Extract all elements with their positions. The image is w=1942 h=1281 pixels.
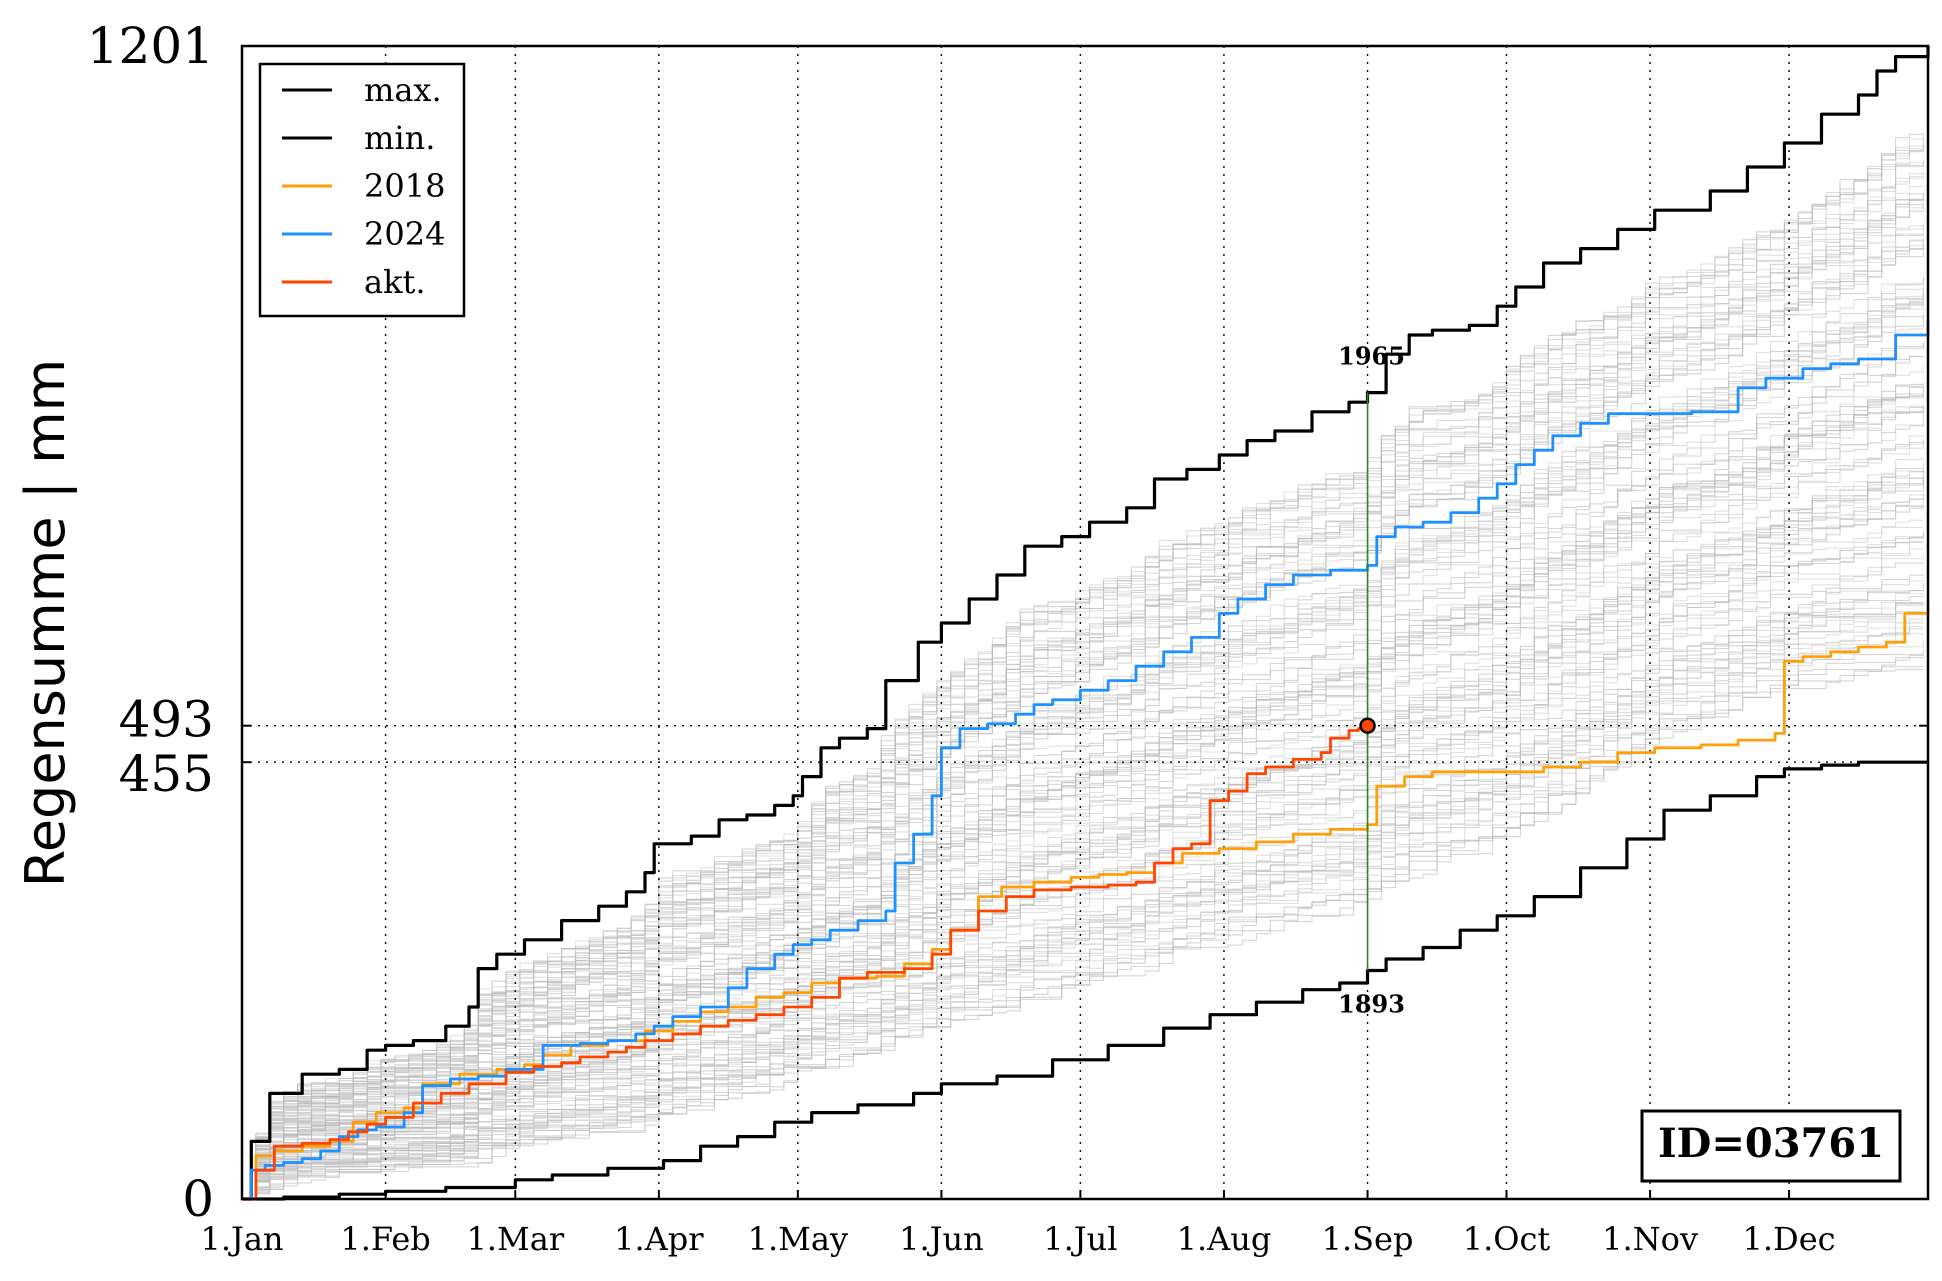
historical-year-line [242, 417, 1924, 1200]
x-tick-label: 1.Feb [340, 1220, 430, 1258]
x-tick-label: 1.Jun [899, 1220, 984, 1258]
historical-year-line [242, 204, 1924, 1200]
historical-year-line [242, 246, 1924, 1200]
historical-year-line [242, 383, 1924, 1200]
historical-year-line [242, 161, 1924, 1200]
legend-label: 2024 [364, 215, 445, 253]
y-tick-label: 1201 [87, 17, 214, 75]
historical-year-line [242, 199, 1924, 1200]
y-axis-label: Regensumme | mm [14, 359, 77, 888]
historical-year-line [242, 137, 1924, 1200]
historical-year-line [242, 304, 1924, 1200]
series-line-akt [242, 725, 1369, 1201]
historical-year-line [242, 150, 1924, 1200]
historical-year-line [242, 603, 1924, 1200]
historical-year-line [242, 241, 1924, 1200]
historical-year-line [242, 138, 1924, 1200]
y-tick-label: 0 [182, 1170, 214, 1228]
series-line-2018 [242, 603, 1930, 1201]
historical-year-line [242, 469, 1924, 1200]
x-tick-label: 1.Sep [1322, 1220, 1414, 1258]
historical-year-line [242, 410, 1924, 1200]
x-tick-label: 1.Aug [1177, 1220, 1272, 1258]
legend: max. min. 2018 2024 akt. [258, 62, 466, 318]
historical-year-line [242, 328, 1924, 1200]
marker-layer [1359, 392, 1376, 971]
historical-year-line [242, 476, 1924, 1200]
historical-year-line [242, 602, 1924, 1200]
x-tick-label: 1.Jan [200, 1220, 283, 1258]
tick-labels: 1.Jan 1.Feb 1.Mar 1.Apr 1.May 1.Jun 1.Jul 1.Aug… [87, 17, 1836, 1258]
historical-year-lines [242, 132, 1924, 1200]
historical-year-line [242, 470, 1924, 1200]
historical-year-line [242, 467, 1924, 1200]
annotations: 1965 1893 [1338, 342, 1405, 1019]
historical-year-line [242, 202, 1924, 1200]
historical-year-line [242, 393, 1924, 1200]
historical-year-line [242, 531, 1924, 1200]
historical-year-line [242, 239, 1924, 1200]
id-box: ID=03761 [1640, 1109, 1902, 1183]
historical-year-line [242, 148, 1924, 1200]
historical-year-line [242, 633, 1924, 1200]
y-tick-label: 455 [119, 745, 214, 803]
x-tick-label: 1.Mar [466, 1220, 564, 1258]
legend-label: max. [364, 71, 442, 109]
annotation-year: 1965 [1338, 342, 1405, 371]
historical-year-line [242, 291, 1924, 1200]
historical-year-line [242, 365, 1924, 1200]
series-line-max [242, 46, 1930, 1201]
historical-year-line [242, 248, 1924, 1200]
historical-year-line [242, 580, 1924, 1200]
historical-year-line [242, 654, 1924, 1200]
current-point-marker [1359, 717, 1376, 734]
historical-year-line [242, 541, 1924, 1200]
id-label: ID=03761 [1658, 1120, 1884, 1167]
axes [240, 44, 1930, 1201]
historical-year-line [242, 540, 1924, 1200]
x-tick-label: 1.May [748, 1220, 848, 1258]
annotation-year: 1893 [1338, 990, 1405, 1019]
x-tick-label: 1.Nov [1602, 1220, 1698, 1258]
legend-label: akt. [364, 263, 426, 301]
historical-year-line [242, 666, 1924, 1200]
series-line-2024 [242, 320, 1930, 1201]
legend-label: min. [364, 119, 435, 157]
historical-year-line [242, 505, 1924, 1200]
historical-year-line [242, 583, 1924, 1200]
y-tick-label: 493 [119, 691, 214, 749]
series-lines [242, 46, 1930, 1201]
x-tick-label: 1.Jul [1043, 1220, 1117, 1258]
historical-year-line [242, 239, 1924, 1200]
x-tick-label: 1.Dec [1743, 1220, 1836, 1258]
grid [242, 46, 1928, 1199]
x-tick-label: 1.Apr [614, 1220, 704, 1258]
legend-box [258, 62, 466, 318]
series-line-min [242, 760, 1928, 1201]
historical-year-line [242, 301, 1924, 1200]
plot-frame [240, 44, 1930, 1201]
x-tick-label: 1.Oct [1463, 1220, 1551, 1258]
historical-year-line [242, 533, 1924, 1200]
historical-year-line [242, 519, 1924, 1200]
historical-year-line [242, 406, 1924, 1200]
legend-label: 2018 [364, 167, 445, 205]
historical-year-line [242, 207, 1924, 1200]
